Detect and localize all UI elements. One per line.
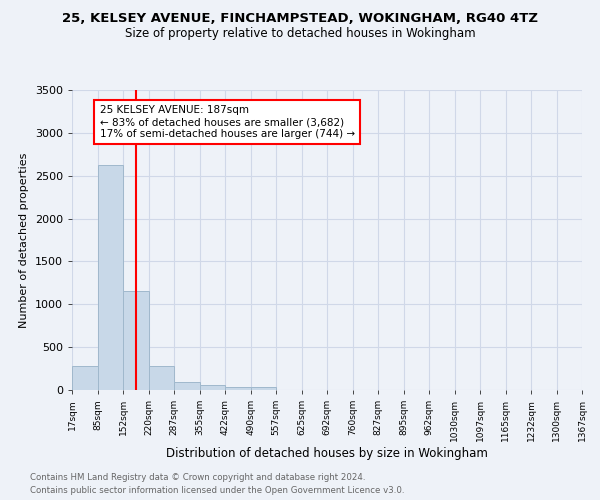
Bar bbox=[98, 164, 123, 390]
Bar bbox=[149, 366, 174, 390]
Bar bbox=[251, 386, 276, 390]
Bar bbox=[200, 386, 225, 390]
Bar bbox=[225, 386, 251, 390]
Text: Contains HM Land Registry data © Crown copyright and database right 2024.: Contains HM Land Registry data © Crown c… bbox=[30, 474, 365, 482]
Bar bbox=[123, 292, 149, 390]
Y-axis label: Number of detached properties: Number of detached properties bbox=[19, 152, 29, 328]
Text: Contains public sector information licensed under the Open Government Licence v3: Contains public sector information licen… bbox=[30, 486, 404, 495]
Text: 25 KELSEY AVENUE: 187sqm
← 83% of detached houses are smaller (3,682)
17% of sem: 25 KELSEY AVENUE: 187sqm ← 83% of detach… bbox=[100, 106, 355, 138]
Text: Size of property relative to detached houses in Wokingham: Size of property relative to detached ho… bbox=[125, 28, 475, 40]
Text: 25, KELSEY AVENUE, FINCHAMPSTEAD, WOKINGHAM, RG40 4TZ: 25, KELSEY AVENUE, FINCHAMPSTEAD, WOKING… bbox=[62, 12, 538, 26]
Bar bbox=[174, 382, 200, 390]
X-axis label: Distribution of detached houses by size in Wokingham: Distribution of detached houses by size … bbox=[166, 446, 488, 460]
Bar bbox=[72, 366, 98, 390]
